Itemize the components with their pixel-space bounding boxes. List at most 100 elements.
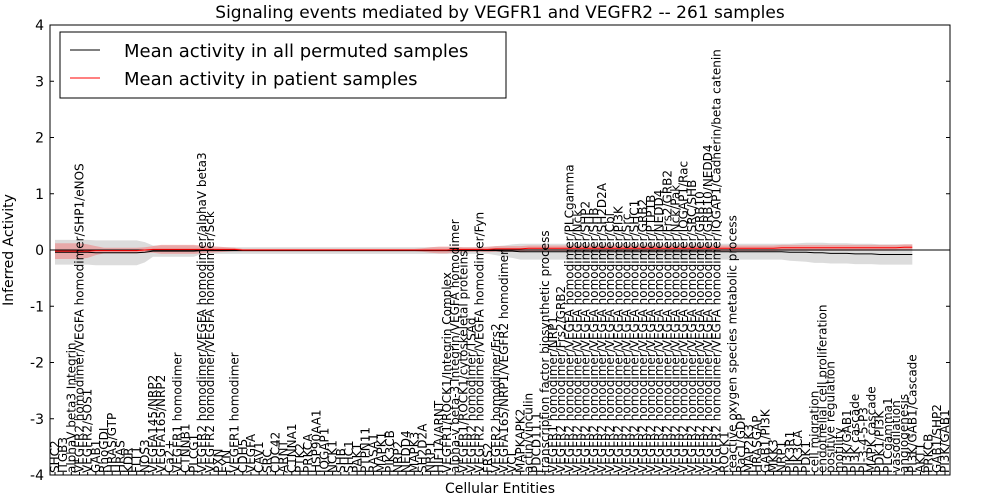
- x-tick-label: endothelial cell proliferation: [816, 305, 830, 473]
- x-tick-label: VEGFR2 homodimer/VEGFA homodimer/NEDD4: [652, 190, 666, 473]
- x-tick-label: VEGFR2/SOS1: [81, 389, 95, 473]
- x-tick-label: PI-3-4-5-P3: [856, 407, 870, 473]
- x-tick-label: PTK2: [293, 443, 307, 473]
- x-tick-label: SRC: [260, 449, 274, 473]
- x-tick-label: alphaV beta3 Integrin: [64, 342, 78, 473]
- x-tick-label: MAPKAPK2: [513, 409, 527, 473]
- x-tick-label: SH2D2A: [415, 423, 429, 473]
- x-tick-label: SHC2: [48, 440, 62, 473]
- x-tick-label: VEGFR1/ROCK1/cytoskeletal proteins: [456, 251, 470, 473]
- x-tick-label: VEGFR2 homodimer/VEGFA homodimer/GRB10/N…: [701, 144, 715, 473]
- y-tick-label: -4: [30, 468, 44, 484]
- x-tick-label: VEGFR2 homodimer/VEGFA homodimer/Src: [620, 213, 634, 473]
- x-tick-label: PIK3CB: [383, 430, 397, 473]
- x-tick-label: VEGFR2 homodimer/VEGFA homodimer/SRC/SHB: [685, 180, 699, 473]
- x-tick-label: VEGFR2 homodimer/VEGFA homodimer/PTP1B: [644, 195, 658, 473]
- x-tick-label: GAB1/PI3K: [758, 408, 772, 473]
- x-tick-label: RhoGDI: [97, 428, 111, 473]
- x-tick-label: MAPK3: [407, 432, 421, 473]
- x-tick-label: VEGFR2 homodimer/VEGFA homodimer/SH2D2A: [595, 182, 609, 473]
- x-tick-label: ROCK1: [718, 431, 732, 473]
- x-tick-label: VEGFR2 homodimer/VEGFA homodimer/PI3K: [611, 205, 625, 473]
- y-tick-label: 3: [35, 74, 44, 90]
- x-tick-label: VEGFR2 homodimer/VEGFA homodimer/Cbl: [603, 213, 617, 473]
- x-tick-label: CAV1: [252, 441, 266, 473]
- x-tick-label: GAB1/SHP2: [930, 404, 944, 473]
- x-tick-label: VEGFR2 homodimer/VEGFA homodimer/Sck: [203, 211, 217, 473]
- y-tick-label: -2: [30, 356, 44, 372]
- chart-title: Signaling events mediated by VEGFR1 and …: [215, 3, 785, 23]
- x-tick-label: NEDD4: [399, 430, 413, 473]
- y-tick-label: 2: [35, 131, 44, 147]
- x-tick-label: IQGAP1: [317, 428, 331, 473]
- x-tick-label: cell migration: [807, 391, 821, 473]
- x-tick-label: reactive oxygen species metabolic proces…: [726, 215, 740, 473]
- x-tick-label: VEGFR2 homodimer/VEGFA homodimer/SHC1: [628, 200, 642, 473]
- y-axis-label: Inferred Activity: [1, 194, 17, 306]
- x-tick-label: PDK1: [799, 441, 813, 473]
- x-tick-label: PI3K cascade: [848, 394, 862, 473]
- legend-patient-label: Mean activity in patient samples: [124, 69, 418, 90]
- x-tick-label: HRAS: [113, 440, 127, 473]
- x-tick-label: VEGFR2 homodimer/VEGFA homodimer/SHP1/eN…: [73, 163, 87, 473]
- x-tick-label: VEGFR2 homodimer/VEGFA homodimer/IQGAP1/…: [709, 49, 723, 473]
- x-tick-label: PLCG1: [187, 434, 201, 473]
- x-tick-label: ITGB3: [56, 437, 70, 473]
- x-tick-label: actin/vinculin: [522, 393, 536, 473]
- patient-mean-line: [55, 246, 913, 252]
- x-tick-label: SHC1: [342, 440, 356, 473]
- x-tick-label: GAB1: [89, 440, 103, 473]
- x-tick-label: VEGFR2 homodimer/VEGFA homodimer/Fyn: [473, 212, 487, 473]
- x-tick-label: PI3K/GAB1: [938, 409, 952, 473]
- x-tick-label: ARNT: [277, 439, 291, 473]
- x-tick-label: VEGFR2 homodimer/VEGFA homodimer/SHB: [587, 207, 601, 473]
- x-tick-label: HSP90AA1: [309, 409, 323, 473]
- x-tick-label: NCK1: [326, 440, 340, 473]
- y-tick-label: -1: [30, 299, 44, 315]
- legend: Mean activity in all permuted samples Me…: [59, 31, 507, 99]
- x-tick-label: VEGFR2 homodimer/VEGFA homodimer/Nck/Pak: [669, 185, 683, 473]
- x-tick-label: MAPK1: [375, 432, 389, 473]
- x-tick-label: SHB: [334, 448, 348, 473]
- x-tick-label: alpha-v beta-3 Integrin/VEGFA homodimer: [448, 219, 462, 473]
- patient-band: [55, 243, 913, 259]
- x-tick-label: HRAS/GTP: [105, 413, 119, 473]
- x-tick-label: KDR: [122, 448, 136, 473]
- x-tick-label: CDC42: [269, 432, 283, 473]
- x-tick-label: PDCD11.1: [530, 412, 544, 473]
- x-tick-label: PI3K/GAB1: [840, 409, 854, 473]
- x-tick-label: VEGFR2 homodimer/VEGFA homodimer/Frs2/GR…: [660, 170, 674, 473]
- x-tick-label: NRP2: [391, 441, 405, 473]
- x-tick-label: VEGFR2 homodimer/VEGFA homodimer/alphaV …: [195, 152, 209, 473]
- x-tick-label: CTNNB1: [179, 423, 193, 473]
- x-tick-label: VEGFA165/NRP1/VEGFR2 homodimer: [497, 250, 511, 473]
- x-tick-label: VEGFR2 homodimer/TSAd: [464, 317, 478, 473]
- x-tick-label: PTPN11: [358, 427, 372, 473]
- x-tick-label: FYN: [220, 450, 234, 473]
- x-tick-label: PI3K/GAB1/Cascade: [905, 354, 919, 473]
- x-tick-label: CDH5: [236, 439, 250, 473]
- x-tick-label: VCL: [505, 449, 519, 473]
- y-tick-label: -3: [30, 412, 44, 428]
- x-tick-label: PIK3R1: [783, 431, 797, 473]
- x-tick-label: PDK1/PI3K: [873, 410, 887, 473]
- x-tick-label: PRKCB: [922, 434, 936, 473]
- y-tick-label: 1: [35, 187, 44, 203]
- x-tick-label: VEGFR2 homodimer/VEGFA homodimer/PLCgamm…: [562, 164, 576, 473]
- x-tick-label: HRASGAP: [750, 416, 764, 473]
- x-tick-label: CTNNA1: [285, 423, 299, 473]
- x-tick-label: Rac1/GDP: [734, 414, 748, 473]
- x-tick-label: VEGFR1/ROCK1/Integrin Complex: [440, 272, 454, 473]
- x-tick-label: PRKCA: [301, 433, 315, 473]
- x-tick-label: NRP1: [775, 441, 789, 473]
- y-axis: -4 -3 -2 -1 0 1 2 3 4: [30, 18, 950, 484]
- x-tick-label: PXN: [211, 449, 225, 473]
- x-tick-label: VEGFA: [244, 433, 258, 473]
- x-tick-label: VEGFA145/NRP2: [146, 375, 160, 473]
- x-tick-label: VEGFR2 homodimer/VEGFA homodimer/IQGAP1/…: [677, 161, 691, 473]
- x-tick-label: VEGFR2 homodimer/Frs2: [489, 323, 503, 473]
- x-tick-label: VEGFR1 homodimer: [228, 352, 242, 473]
- x-tick-label: MAPK cascade: [865, 386, 879, 473]
